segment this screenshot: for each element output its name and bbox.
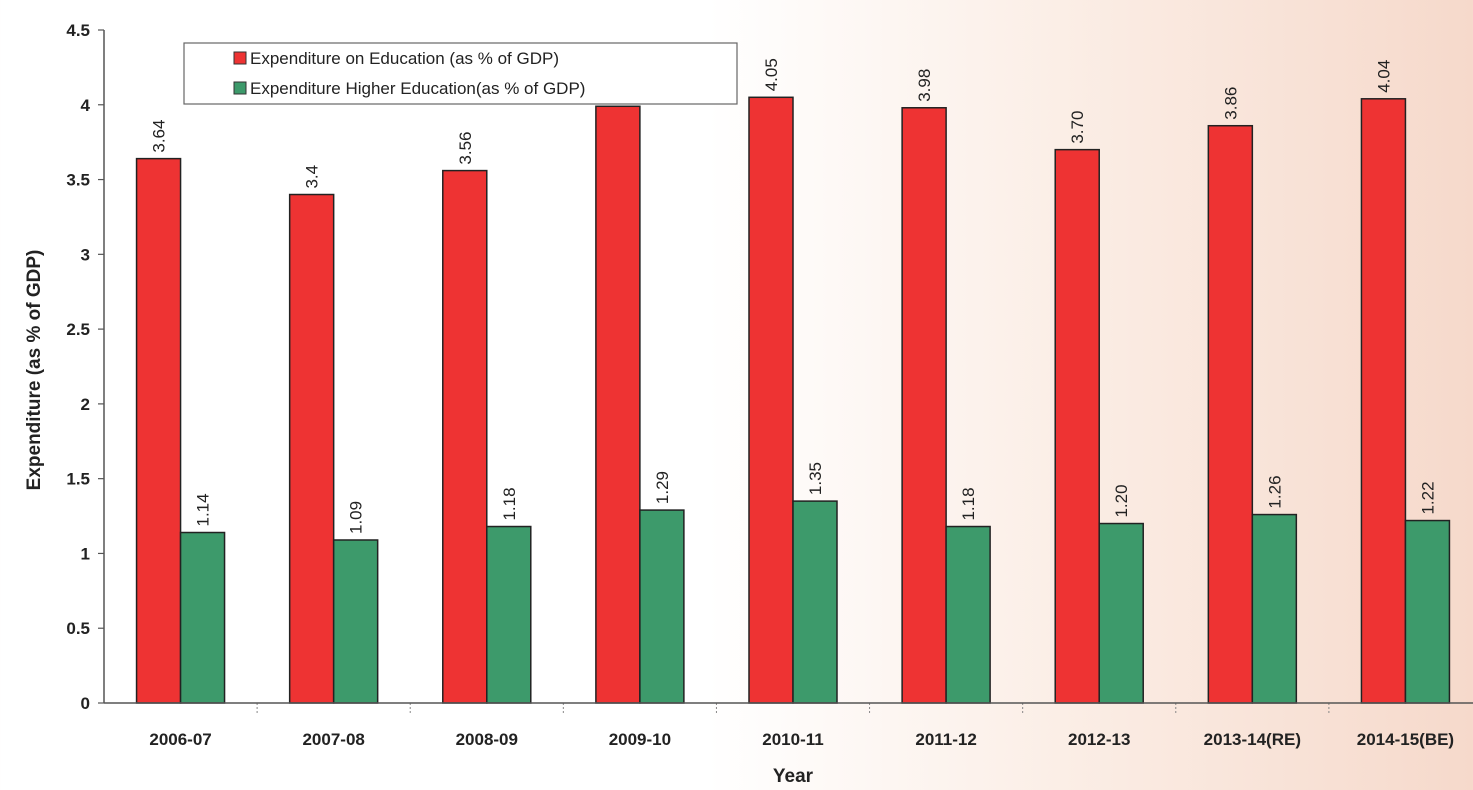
y-tick-label: 3.5: [66, 171, 90, 190]
y-axis-title: Expenditure (as % of GDP): [24, 250, 45, 491]
value-label: 1.22: [1418, 481, 1437, 514]
y-tick-label: 1: [81, 544, 90, 563]
bar-higher-education: [639, 509, 685, 704]
bar-higher-education: [486, 525, 532, 704]
y-tick-label: 3: [81, 245, 90, 264]
value-label: 4.04: [1374, 60, 1393, 93]
value-label: 1.09: [347, 501, 366, 534]
value-label: 3.98: [915, 69, 934, 102]
bar-education: [1054, 148, 1100, 704]
value-label: 3.64: [150, 120, 169, 153]
bar-education: [901, 107, 947, 704]
bar-higher-education: [179, 531, 226, 704]
bar-higher-education: [1098, 522, 1144, 704]
bar-higher-education: [945, 525, 991, 704]
value-label: 3.56: [456, 131, 475, 164]
bar-education: [135, 157, 182, 704]
bar-education: [1207, 124, 1254, 704]
value-label: 3.86: [1221, 87, 1240, 120]
value-label: 3.70: [1068, 111, 1087, 144]
bar-education: [442, 169, 488, 704]
y-tick-label: 4.5: [66, 21, 90, 40]
bar-higher-education: [792, 500, 838, 704]
value-label: 1.26: [1265, 475, 1284, 508]
legend: Expenditure on Education (as % of GDP) E…: [183, 42, 738, 105]
value-label: 1.14: [194, 493, 213, 526]
value-label: 3.4: [303, 165, 322, 189]
bar-education: [595, 105, 641, 704]
y-tick-label: 2: [81, 395, 90, 414]
value-label: 1.18: [959, 487, 978, 520]
bar-higher-education: [1404, 519, 1451, 704]
x-tick-label: 2006-07: [149, 730, 211, 749]
legend-box: [183, 42, 738, 105]
value-label: 1.18: [500, 487, 519, 520]
bar-higher-education: [332, 539, 379, 704]
y-axis-ticks: 0 0.5 1 1.5 2 2.5 3 3.5 4 4.5: [66, 21, 104, 713]
legend-label-education: Expenditure on Education (as % of GDP): [250, 49, 559, 68]
x-tick-label: 2012-13: [1068, 730, 1130, 749]
legend-swatch-education: [233, 51, 247, 65]
x-tick-label: 2010-11: [762, 730, 823, 749]
y-tick-label: 0.5: [66, 619, 90, 638]
x-tick-label: 2008-09: [456, 730, 518, 749]
x-axis-title: Year: [773, 766, 814, 785]
y-tick-label: 2.5: [66, 320, 90, 339]
y-tick-label: 0: [81, 694, 90, 713]
x-tick-label: 2007-08: [302, 730, 364, 749]
x-axis-labels: 2006-07 2007-08 2008-09 2009-10 2010-11 2011-…: [149, 703, 1454, 749]
x-tick-label: 2014-15(BE): [1357, 730, 1454, 749]
x-tick-label: 2011-12: [915, 730, 976, 749]
y-tick-label: 4: [81, 96, 91, 115]
legend-label-higher-education: Expenditure Higher Education(as % of GDP…: [250, 79, 585, 98]
value-label: 1.20: [1112, 484, 1131, 517]
y-tick-label: 1.5: [66, 470, 90, 489]
bar-education: [1360, 98, 1407, 704]
bar-education: [748, 96, 794, 704]
value-label: 4.05: [762, 58, 781, 91]
bar-education: [288, 193, 335, 704]
value-labels: 3.64 1.14 3.4 1.09 3.56 1.18 1.29 4.05 1.35 3.98 1…: [150, 58, 1438, 534]
x-tick-label: 2013-14(RE): [1204, 730, 1301, 749]
legend-swatch-higher-education: [233, 81, 247, 95]
bars: [135, 96, 1451, 704]
x-tick-label: 2009-10: [609, 730, 671, 749]
bar-higher-education: [1251, 513, 1298, 704]
value-label: 1.29: [653, 471, 672, 504]
value-label: 1.35: [806, 462, 825, 495]
